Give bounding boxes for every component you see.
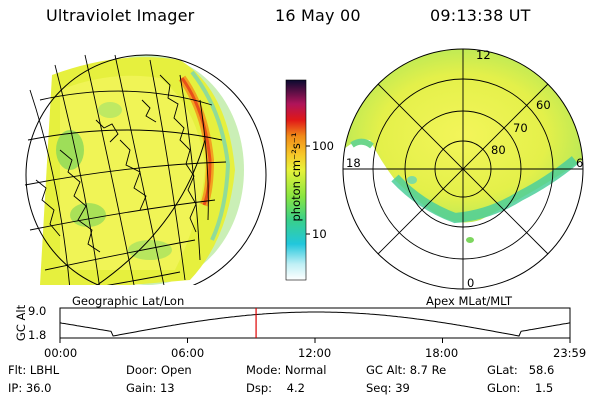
gc-alt-xticks <box>59 338 571 343</box>
info-gain: Gain: 13 <box>126 381 175 395</box>
time-label: 09:13:38 UT <box>430 6 531 25</box>
info-glat: GLat: 58.6 <box>487 363 555 377</box>
mlt-label-12: 12 <box>476 48 491 62</box>
gc-alt-xtick-1200: 12:00 <box>298 346 332 360</box>
earth-limb <box>25 54 267 285</box>
gc-alt-xtick-0600: 06:00 <box>171 346 205 360</box>
colorbar-tick-label-100: 100 <box>312 139 334 153</box>
mlt-label-0: 0 <box>467 276 475 290</box>
mlt-label-6: 6 <box>576 156 584 170</box>
polar-plot <box>342 48 584 290</box>
apex-panel-label: Apex MLat/MLT <box>426 294 513 308</box>
info-ip: IP: 36.0 <box>8 381 52 395</box>
lat-label-70: 70 <box>513 121 528 135</box>
geographic-grid <box>24 54 227 285</box>
date-label: 16 May 00 <box>275 6 361 25</box>
colorbar-unit-label: photon cm⁻²s⁻¹ <box>289 132 303 222</box>
coastlines <box>35 74 197 253</box>
gc-alt-xtick-1800: 18:00 <box>425 346 459 360</box>
instrument-title: Ultraviolet Imager <box>46 6 195 25</box>
info-seq: Seq: 39 <box>366 381 410 395</box>
gc-alt-curve <box>59 311 571 337</box>
gc-alt-xtick-0000: 00:00 <box>44 346 78 360</box>
geographic-panel-label: Geographic Lat/Lon <box>72 294 185 308</box>
info-door: Door: Open <box>126 363 192 377</box>
info-gc-alt: GC Alt: 8.7 Re <box>366 363 447 377</box>
lat-label-60: 60 <box>536 98 551 112</box>
colorbar-tick-label-10: 10 <box>312 227 327 241</box>
geographic-map <box>24 54 267 285</box>
colorbar <box>285 79 307 281</box>
info-dsp: Dsp: 4.2 <box>246 381 305 395</box>
info-mode: Mode: Normal <box>246 363 327 377</box>
info-flt: Flt: LBHL <box>8 363 60 377</box>
gc-alt-ytick-1.8: 1.8 <box>28 328 47 342</box>
gc-alt-xtick-2359: 23:59 <box>553 346 587 360</box>
lat-label-80: 80 <box>491 143 506 157</box>
gc-alt-ytick-9: 9.0 <box>28 304 47 318</box>
orbit-track <box>96 139 206 285</box>
polar-spokes <box>343 49 583 289</box>
info-glon: GLon: 1.5 <box>487 381 554 395</box>
gc-alt-axis-label: GC Alt <box>14 304 28 342</box>
mlt-label-18: 18 <box>346 156 361 170</box>
gc-alt-plot <box>59 307 571 343</box>
